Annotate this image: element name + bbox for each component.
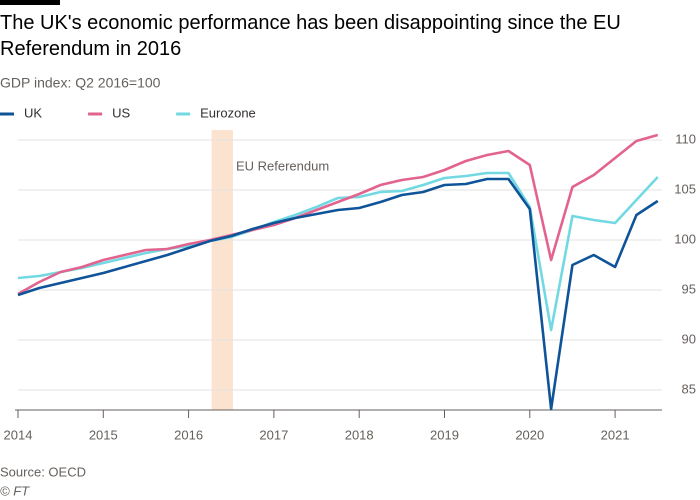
y-tick-label: 90 (682, 331, 696, 346)
y-tick-label: 100 (674, 231, 696, 246)
legend-label: UK (24, 105, 42, 120)
series-line (17, 177, 659, 411)
brand-bar (0, 0, 60, 5)
x-tick-label: 2016 (174, 427, 203, 442)
legend-label: Eurozone (200, 105, 256, 120)
series-line (17, 133, 659, 296)
source: Source: OECD (0, 464, 86, 479)
chart-subtitle: GDP index: Q2 2016=100 (0, 75, 161, 91)
x-tick-label: 2019 (430, 427, 459, 442)
x-tick-label: 2020 (515, 427, 544, 442)
x-tick-label: 2018 (345, 427, 374, 442)
referendum-band (211, 130, 233, 410)
chart-title: The UK's economic performance has been d… (0, 12, 621, 60)
legend-label: US (112, 105, 130, 120)
series-line (17, 171, 659, 332)
credit: © FT (0, 483, 30, 498)
y-tick-label: 110 (675, 131, 696, 146)
y-tick-label: 105 (674, 181, 696, 196)
x-tick-label: 2021 (601, 427, 630, 442)
x-tick-label: 2015 (89, 427, 118, 442)
x-tick-label: 2017 (259, 427, 288, 442)
y-tick-label: 95 (682, 281, 696, 296)
band-label: EU Referendum (236, 158, 329, 173)
y-tick-label: 85 (682, 381, 696, 396)
x-tick-label: 2014 (4, 427, 33, 442)
